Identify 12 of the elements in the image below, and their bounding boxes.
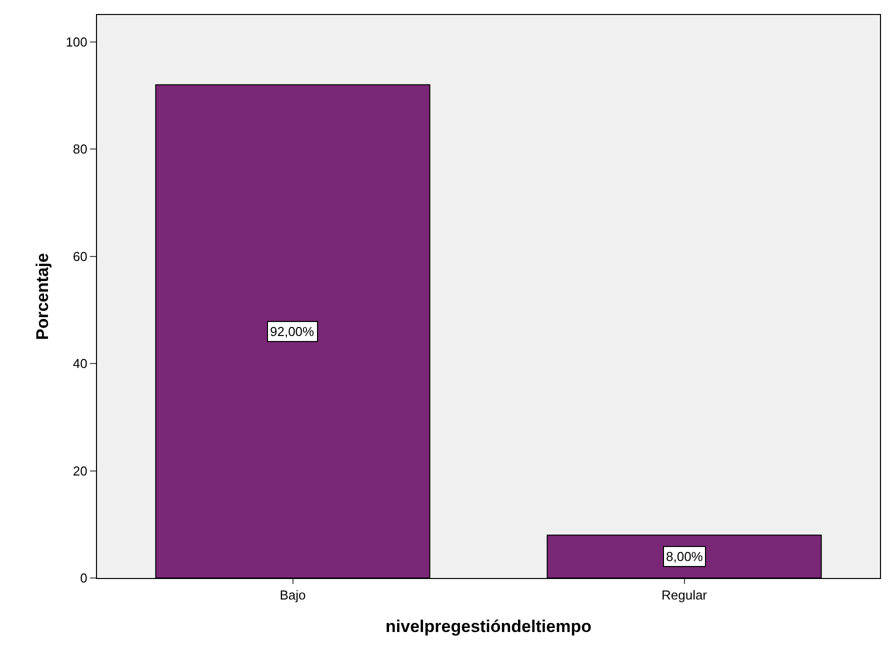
y-tick-label: 100: [66, 34, 88, 50]
y-tick-label: 0: [80, 570, 88, 586]
data-label: 8,00%: [666, 549, 704, 564]
x-tick-label: Bajo: [280, 588, 306, 603]
y-tick-label: 20: [72, 463, 88, 478]
data-label: 92,00%: [270, 324, 315, 339]
y-tick-label: 60: [72, 248, 88, 264]
y-axis-title: Porcentaje: [33, 253, 52, 340]
y-tick-label: 40: [72, 356, 88, 372]
x-axis-title: nivelpregestióndeltiempo: [386, 617, 592, 636]
x-tick-label: Regular: [661, 588, 708, 603]
y-tick-label: 80: [72, 142, 88, 157]
